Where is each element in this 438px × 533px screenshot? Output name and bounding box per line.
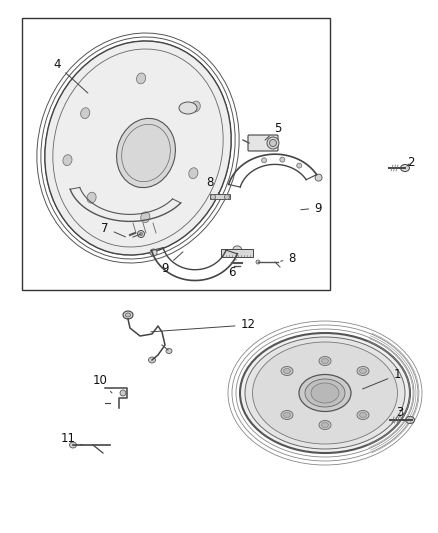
Ellipse shape	[117, 118, 176, 188]
Ellipse shape	[267, 137, 279, 149]
Ellipse shape	[191, 101, 200, 112]
Ellipse shape	[211, 195, 215, 199]
Ellipse shape	[280, 157, 285, 162]
Ellipse shape	[357, 410, 369, 419]
Ellipse shape	[299, 375, 351, 411]
Ellipse shape	[406, 416, 414, 424]
Ellipse shape	[45, 41, 231, 255]
Ellipse shape	[138, 230, 145, 238]
Text: 4: 4	[53, 59, 88, 93]
Ellipse shape	[283, 413, 290, 417]
Ellipse shape	[360, 413, 367, 417]
Ellipse shape	[148, 357, 155, 363]
Ellipse shape	[225, 195, 230, 199]
Ellipse shape	[357, 367, 369, 376]
Ellipse shape	[256, 260, 260, 264]
Ellipse shape	[281, 367, 293, 376]
Ellipse shape	[297, 163, 302, 168]
Ellipse shape	[139, 232, 142, 236]
Ellipse shape	[252, 342, 398, 444]
Text: 6: 6	[228, 260, 236, 279]
FancyBboxPatch shape	[248, 135, 278, 151]
Bar	[210, 194, 230, 199]
Ellipse shape	[45, 41, 231, 255]
Ellipse shape	[70, 442, 77, 448]
Bar	[22, 18, 330, 290]
Text: 8: 8	[206, 176, 220, 195]
Ellipse shape	[400, 165, 410, 172]
Ellipse shape	[245, 337, 405, 449]
Ellipse shape	[120, 390, 126, 396]
Text: 2: 2	[407, 156, 415, 168]
Ellipse shape	[360, 368, 367, 374]
Ellipse shape	[81, 108, 90, 118]
Ellipse shape	[315, 174, 322, 181]
Bar	[221, 249, 253, 257]
Ellipse shape	[269, 140, 276, 147]
Ellipse shape	[141, 212, 150, 223]
Ellipse shape	[189, 168, 198, 179]
Ellipse shape	[63, 155, 72, 166]
Ellipse shape	[321, 423, 328, 427]
Ellipse shape	[137, 73, 146, 84]
Ellipse shape	[233, 246, 242, 254]
Ellipse shape	[305, 379, 345, 407]
Ellipse shape	[319, 357, 331, 366]
Text: 12: 12	[151, 319, 255, 332]
Text: 5: 5	[265, 122, 282, 140]
Text: 11: 11	[60, 432, 82, 445]
Ellipse shape	[87, 192, 96, 203]
Ellipse shape	[126, 313, 131, 317]
Ellipse shape	[166, 349, 172, 353]
Text: 3: 3	[396, 406, 404, 418]
Text: 10: 10	[92, 374, 112, 393]
Ellipse shape	[261, 158, 267, 163]
Ellipse shape	[150, 249, 157, 256]
Ellipse shape	[281, 410, 293, 419]
Text: 9: 9	[301, 201, 322, 214]
Ellipse shape	[319, 421, 331, 430]
Text: 9: 9	[161, 252, 183, 274]
Text: 7: 7	[101, 222, 125, 237]
Text: 8: 8	[281, 252, 296, 264]
Ellipse shape	[179, 102, 197, 114]
Ellipse shape	[240, 333, 410, 453]
Ellipse shape	[311, 383, 339, 403]
Ellipse shape	[123, 311, 133, 319]
Ellipse shape	[321, 359, 328, 364]
Ellipse shape	[283, 368, 290, 374]
Text: 1: 1	[363, 368, 401, 389]
